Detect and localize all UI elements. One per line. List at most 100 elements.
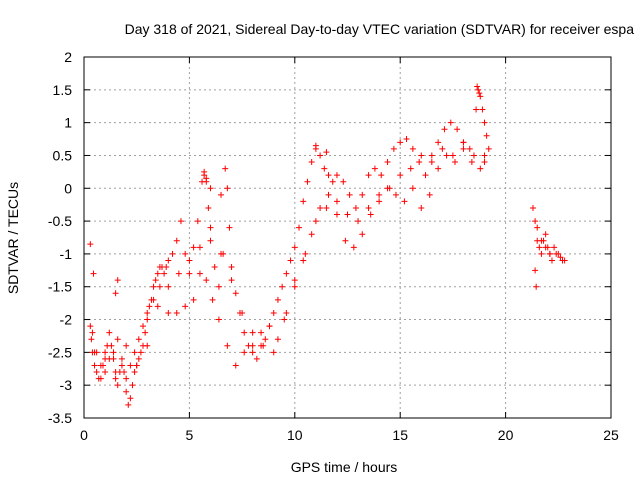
data-point xyxy=(209,296,216,303)
data-point xyxy=(342,237,349,244)
data-point xyxy=(476,90,483,97)
data-point xyxy=(127,395,134,402)
grid xyxy=(84,57,611,418)
data-point xyxy=(215,316,222,323)
data-point xyxy=(203,175,210,182)
data-point xyxy=(401,198,408,205)
data-point xyxy=(557,254,564,261)
tick-labels: 0 5 10 15 20 25 -3.5 -3 -2.5 -2 -1.5 -1 -0.5 0 0.5 1 1.5… xyxy=(48,49,619,443)
data-point xyxy=(131,349,138,356)
data-point xyxy=(308,159,315,166)
data-point xyxy=(551,244,558,251)
data-point xyxy=(182,303,189,310)
y-tick-label: 0.5 xyxy=(53,147,73,163)
data-point xyxy=(477,165,484,172)
data-point xyxy=(325,172,332,179)
data-point xyxy=(140,323,147,330)
data-point xyxy=(215,283,222,290)
data-point xyxy=(203,277,210,284)
data-points xyxy=(87,83,568,408)
data-point xyxy=(173,309,180,316)
data-point xyxy=(137,349,144,356)
plot-frame xyxy=(83,56,612,419)
data-point xyxy=(439,145,446,152)
data-point xyxy=(228,264,235,271)
data-point xyxy=(190,244,197,251)
data-point xyxy=(559,257,566,264)
data-point xyxy=(274,336,281,343)
data-point xyxy=(325,191,332,198)
data-point xyxy=(97,362,104,369)
data-point xyxy=(249,329,256,336)
data-point xyxy=(409,145,416,152)
data-point xyxy=(196,244,203,251)
data-point xyxy=(112,375,119,382)
data-point xyxy=(150,283,157,290)
data-point xyxy=(555,250,562,257)
data-point xyxy=(317,152,324,159)
y-tick-label: -1.5 xyxy=(48,279,72,295)
data-point xyxy=(253,355,260,362)
data-point xyxy=(249,342,256,349)
data-point xyxy=(329,178,336,185)
data-point xyxy=(291,283,298,290)
data-point xyxy=(135,336,142,343)
data-point xyxy=(287,257,294,264)
y-tick-label: -3.5 xyxy=(48,410,72,426)
data-point xyxy=(479,106,486,113)
data-point xyxy=(89,329,96,336)
data-point xyxy=(333,172,340,179)
data-point xyxy=(422,172,429,179)
data-point xyxy=(460,139,467,146)
data-point xyxy=(102,349,109,356)
data-point xyxy=(428,152,435,159)
y-tick-label: -2.5 xyxy=(48,344,72,360)
data-point xyxy=(530,204,537,211)
data-point xyxy=(365,172,372,179)
data-point xyxy=(207,224,214,231)
data-point xyxy=(232,290,239,297)
data-point xyxy=(291,244,298,251)
data-point xyxy=(108,342,115,349)
data-point xyxy=(443,152,450,159)
data-point xyxy=(296,224,303,231)
data-point xyxy=(481,152,488,159)
data-point xyxy=(281,316,288,323)
x-tick-label: 15 xyxy=(392,427,408,443)
data-point xyxy=(435,165,442,172)
data-point xyxy=(249,349,256,356)
data-point xyxy=(302,250,309,257)
data-point xyxy=(211,264,218,271)
data-point xyxy=(542,244,549,251)
data-point xyxy=(129,382,136,389)
data-point xyxy=(548,257,555,264)
data-point xyxy=(93,369,100,376)
y-axis-label: SDTVAR / TECUs xyxy=(5,182,21,294)
data-point xyxy=(142,329,149,336)
x-tick-label: 20 xyxy=(498,427,514,443)
data-point xyxy=(91,349,98,356)
data-point xyxy=(460,145,467,152)
x-tick-label: 25 xyxy=(603,427,619,443)
data-point xyxy=(418,204,425,211)
data-point xyxy=(371,165,378,172)
x-axis-label: GPS time / hours xyxy=(291,459,398,475)
data-point xyxy=(88,336,95,343)
data-point xyxy=(378,172,385,179)
data-point xyxy=(112,290,119,297)
data-point xyxy=(91,362,98,369)
data-point xyxy=(534,224,541,231)
data-point xyxy=(118,355,125,362)
data-point xyxy=(186,270,193,277)
data-point xyxy=(165,257,172,264)
data-point xyxy=(466,145,473,152)
data-point xyxy=(376,198,383,205)
data-point xyxy=(454,126,461,133)
data-point xyxy=(135,355,142,362)
data-point xyxy=(481,159,488,166)
data-point xyxy=(144,309,151,316)
data-point xyxy=(228,277,235,284)
data-point xyxy=(344,211,351,218)
data-point xyxy=(165,309,172,316)
data-point xyxy=(169,250,176,257)
